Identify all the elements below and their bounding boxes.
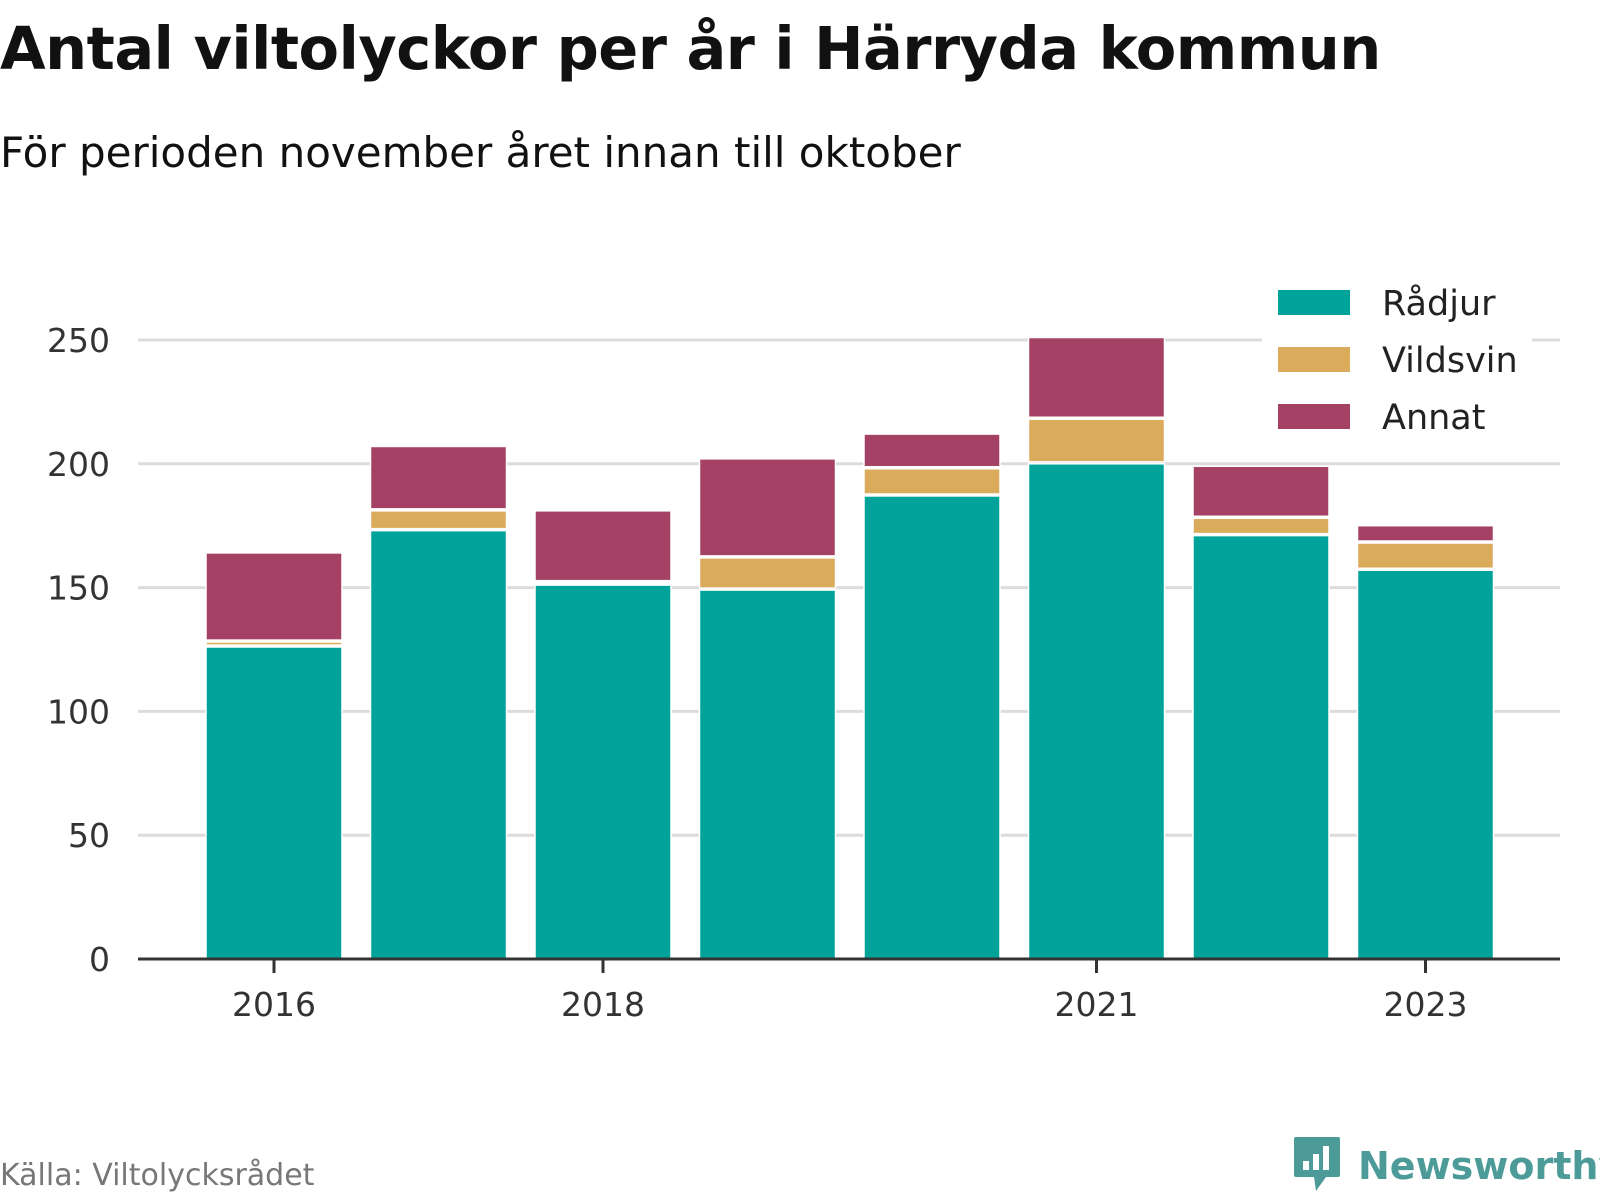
bar-segment-rådjur-2019 (698, 589, 837, 960)
bar-segment-vildsvin-2018 (534, 581, 672, 584)
bar-segment-rådjur-2018 (534, 584, 672, 960)
legend-swatch-annat (1278, 404, 1350, 429)
x-tick-label: 2016 (232, 985, 316, 1024)
legend-label-rådjur: Rådjur (1382, 283, 1496, 324)
x-tick-label: 2023 (1384, 985, 1468, 1024)
bar-segment-rådjur-2017 (369, 529, 508, 960)
bar-segment-rådjur-2021 (1027, 463, 1166, 960)
brand-name: Newsworthy (1358, 1144, 1600, 1188)
bar-segment-vildsvin-2023 (1356, 542, 1495, 570)
legend-label-annat: Annat (1382, 398, 1485, 438)
bar-segment-annat-2023 (1356, 524, 1495, 542)
legend-swatch-vildsvin (1278, 347, 1350, 372)
chart-title: Antal viltolyckor per år i Härryda kommu… (0, 14, 1381, 83)
bar-segment-vildsvin-2017 (369, 510, 508, 530)
source-note: Källa: Viltolycksrådet (0, 1158, 315, 1193)
legend-label-vildsvin: Vildsvin (1382, 341, 1518, 381)
bar-segment-annat-2017 (369, 445, 508, 510)
bars (205, 336, 1495, 960)
chart-subtitle: För perioden november året innan till ok… (0, 128, 961, 177)
bar-segment-vildsvin-2021 (1027, 418, 1166, 463)
bar-segment-vildsvin-2019 (698, 557, 837, 589)
bar-segment-rådjur-2022 (1192, 534, 1330, 960)
y-tick-label: 50 (68, 816, 110, 855)
axes: 0 50 100 150 200 250 2016 2018 2021 2023 (47, 321, 1560, 1024)
bar-segment-annat-2021 (1027, 336, 1166, 418)
y-tick-label: 150 (47, 569, 110, 608)
bar-segment-rådjur-2020 (863, 495, 1001, 960)
bar-chart-speech-bubble-icon (1292, 1135, 1342, 1197)
bar-segment-annat-2022 (1192, 465, 1330, 518)
bar-segment-annat-2020 (863, 433, 1001, 468)
bar-segment-rådjur-2023 (1356, 569, 1495, 960)
bar-segment-annat-2019 (698, 458, 837, 557)
brand-logo: Newsworthy (1292, 1135, 1600, 1197)
legend-swatch-rådjur (1278, 290, 1350, 315)
legend: Rådjur Vildsvin Annat (1262, 272, 1532, 440)
bar-segment-rådjur-2016 (205, 646, 343, 960)
bar-segment-vildsvin-2016 (205, 641, 343, 646)
bar-segment-vildsvin-2020 (863, 468, 1001, 495)
bar-segment-vildsvin-2022 (1192, 517, 1330, 535)
x-tick-label: 2021 (1055, 985, 1139, 1024)
y-tick-label: 200 (47, 445, 110, 484)
bar-segment-annat-2018 (534, 510, 672, 582)
y-tick-label: 250 (47, 321, 110, 360)
y-tick-label: 0 (89, 940, 110, 979)
stacked-bar-chart: 0 50 100 150 200 250 2016 2018 2021 2023 Rådjur Vi… (47, 272, 1560, 1024)
x-tick-label: 2018 (561, 985, 645, 1024)
bar-segment-annat-2016 (205, 552, 343, 641)
y-tick-label: 100 (47, 692, 110, 731)
